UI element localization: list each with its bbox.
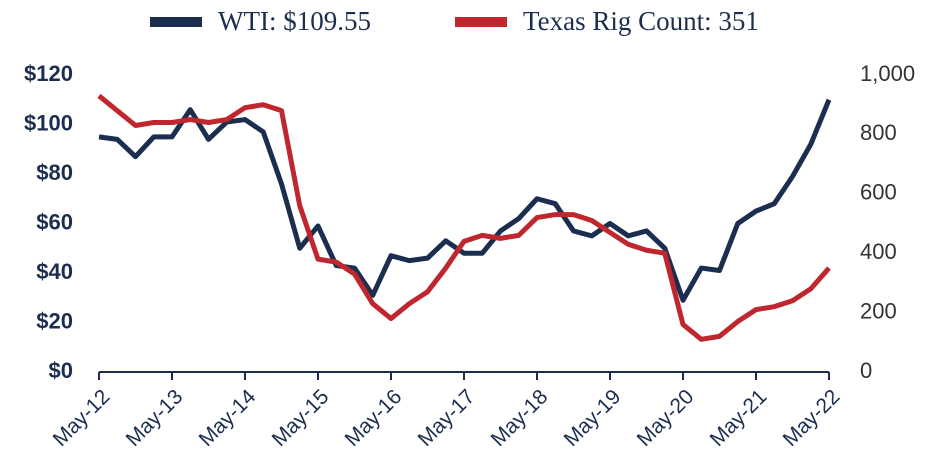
y-tick-label: $100 bbox=[24, 110, 73, 135]
y-tick-label: $40 bbox=[36, 259, 73, 284]
y2-tick-label: 800 bbox=[860, 120, 897, 145]
y-tick-label: $120 bbox=[24, 61, 73, 86]
y2-tick-label: 0 bbox=[860, 358, 872, 383]
x-tick-label: May-16 bbox=[341, 385, 407, 451]
y2-tick-label: 600 bbox=[860, 180, 897, 205]
x-tick-label: May-20 bbox=[633, 385, 699, 451]
x-tick-label: May-17 bbox=[414, 385, 480, 451]
y2-tick-label: 200 bbox=[860, 298, 897, 323]
legend-label: Texas Rig Count: 351 bbox=[523, 6, 759, 36]
y-tick-label: $20 bbox=[36, 308, 73, 333]
x-tick-label: May-19 bbox=[560, 385, 626, 451]
x-tick-label: May-21 bbox=[706, 385, 772, 451]
y-tick-label: $0 bbox=[49, 358, 73, 383]
x-tick-label: May-15 bbox=[268, 385, 334, 451]
y2-tick-label: 1,000 bbox=[860, 61, 915, 86]
y2-tick-label: 400 bbox=[860, 239, 897, 264]
x-tick-label: May-13 bbox=[122, 385, 188, 451]
legend-label: WTI: $109.55 bbox=[218, 6, 371, 36]
x-tick-label: May-14 bbox=[195, 385, 261, 451]
x-tick-label: May-22 bbox=[779, 385, 845, 451]
y-tick-label: $60 bbox=[36, 209, 73, 234]
series-line bbox=[97, 93, 831, 342]
series-line bbox=[98, 98, 832, 303]
x-tick-label: May-12 bbox=[49, 385, 115, 451]
y-tick-label: $80 bbox=[36, 160, 73, 185]
x-tick-label: May-18 bbox=[487, 385, 553, 451]
